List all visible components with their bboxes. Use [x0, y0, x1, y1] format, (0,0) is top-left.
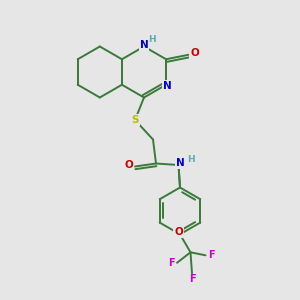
Text: O: O	[124, 160, 134, 170]
Text: F: F	[168, 258, 174, 268]
Text: F: F	[189, 274, 195, 284]
Text: O: O	[190, 48, 199, 58]
Text: F: F	[208, 250, 215, 260]
Text: N: N	[163, 81, 172, 91]
Text: N: N	[176, 158, 184, 169]
Text: H: H	[187, 154, 195, 164]
Text: N: N	[140, 40, 148, 50]
Text: H: H	[148, 35, 156, 44]
Text: S: S	[131, 115, 139, 125]
Text: O: O	[174, 227, 183, 237]
